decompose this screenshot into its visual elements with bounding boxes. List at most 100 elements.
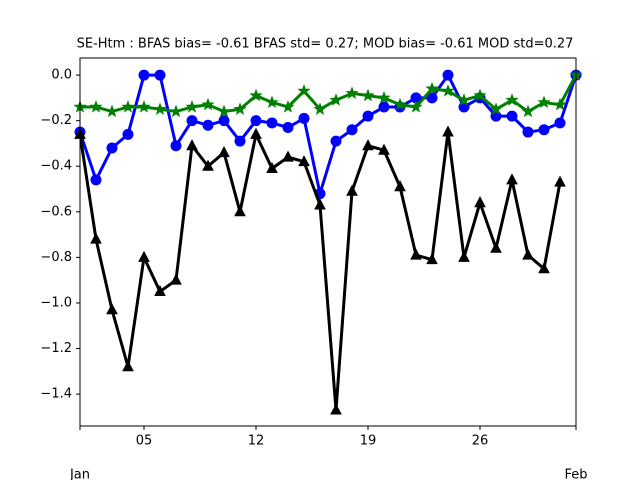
data-point [521, 104, 535, 118]
data-point [538, 262, 550, 274]
data-point [170, 140, 182, 152]
data-point [186, 139, 198, 151]
data-point [553, 97, 567, 111]
series-line [80, 74, 576, 114]
series-line [80, 130, 562, 412]
data-point [233, 102, 247, 115]
data-point [377, 90, 391, 104]
data-point [426, 92, 438, 104]
data-point [554, 175, 566, 187]
x-tick-label: 19 [360, 434, 377, 449]
data-point [137, 100, 151, 113]
data-point [89, 100, 103, 113]
data-point [489, 102, 503, 115]
data-point [458, 101, 470, 113]
x-tick-label: 26 [472, 434, 489, 449]
data-point [361, 88, 375, 102]
data-point [202, 119, 214, 131]
data-point [218, 115, 230, 127]
data-point [458, 250, 470, 262]
data-point [266, 117, 278, 129]
data-point [138, 69, 150, 81]
data-point [425, 81, 439, 95]
data-point [537, 95, 551, 109]
data-point [298, 155, 310, 167]
data-point [473, 88, 487, 102]
data-point [378, 101, 390, 113]
data-point [90, 232, 102, 244]
data-point [298, 112, 310, 124]
x-period-label: Jan [69, 468, 90, 480]
data-point [201, 97, 215, 111]
y-tick-label: −0.8 [40, 250, 72, 265]
data-point [218, 145, 230, 158]
x-period-label: Feb [564, 468, 587, 480]
data-point [554, 117, 566, 129]
data-point [330, 135, 342, 147]
data-point [457, 93, 471, 106]
data-point [186, 115, 198, 127]
data-point [154, 284, 166, 297]
data-point [522, 126, 534, 138]
plot-frame [79, 57, 577, 427]
data-point [506, 173, 518, 185]
data-point [105, 104, 119, 118]
y-tick-label: −0.2 [40, 113, 72, 128]
data-point [250, 127, 262, 139]
data-point [345, 86, 359, 99]
data-point [346, 184, 358, 196]
data-point [106, 303, 118, 315]
data-point [393, 97, 407, 111]
data-point [281, 100, 295, 113]
data-point [122, 128, 134, 140]
data-point [121, 100, 135, 113]
data-point [217, 104, 231, 118]
y-tick-label: −0.4 [40, 159, 72, 174]
data-point [394, 180, 406, 192]
data-point [282, 121, 294, 133]
y-tick-label: −0.6 [40, 204, 72, 219]
data-point [282, 150, 294, 162]
data-point [490, 110, 502, 122]
data-point [138, 250, 150, 262]
chart-title: SE-Htm : BFAS bias= -0.61 BFAS std= 0.27… [77, 37, 574, 52]
y-tick-label: −1.4 [40, 387, 72, 402]
data-point [538, 124, 550, 136]
data-point [106, 142, 118, 154]
data-point [185, 100, 199, 113]
x-tick-label: 05 [136, 434, 153, 449]
data-point [329, 93, 343, 106]
y-tick-label: 0.0 [51, 68, 72, 83]
data-point [330, 403, 342, 415]
data-point [442, 69, 454, 81]
data-point [410, 248, 422, 260]
data-point [362, 110, 374, 122]
data-point [170, 273, 182, 285]
data-point [490, 241, 502, 253]
data-point [441, 84, 455, 97]
y-tick-label: −1.2 [40, 341, 72, 356]
data-point [249, 88, 263, 102]
data-point [313, 102, 327, 115]
data-point [442, 125, 454, 137]
data-point [234, 205, 246, 217]
data-point [202, 159, 214, 171]
data-point [314, 198, 326, 210]
data-point [474, 196, 486, 208]
y-tick-label: −1.0 [40, 295, 72, 310]
data-point [234, 135, 246, 147]
data-point [426, 253, 438, 265]
data-point [297, 84, 311, 97]
data-point [506, 110, 518, 122]
data-point [90, 174, 102, 186]
data-point [346, 124, 358, 136]
data-point [409, 100, 423, 113]
data-point [505, 93, 519, 106]
data-point [122, 360, 134, 372]
data-point [153, 102, 167, 115]
data-point [169, 104, 183, 118]
data-point [362, 139, 374, 151]
data-point [154, 69, 166, 81]
data-point [265, 95, 279, 109]
